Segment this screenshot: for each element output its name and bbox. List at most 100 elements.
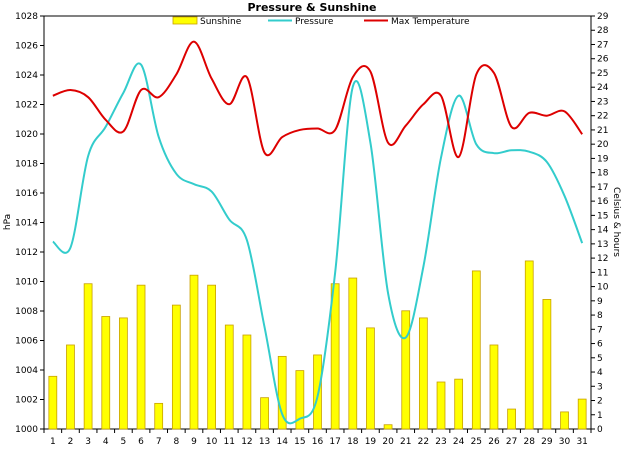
- right-tick-label: 16: [597, 197, 609, 207]
- sunshine-bar: [471, 270, 481, 430]
- sunshine-bar: [189, 274, 199, 430]
- sunshine-bar: [313, 354, 322, 430]
- sunshine-bar: [507, 408, 516, 430]
- sunshine-bar: [524, 260, 534, 430]
- right-tick-label: 20: [597, 140, 609, 150]
- x-tick-label: 27: [506, 437, 517, 447]
- sunshine-bar: [542, 299, 552, 430]
- right-tick-label: 17: [597, 183, 608, 193]
- left-tick-label: 1004: [15, 366, 38, 376]
- right-tick-label: 12: [597, 254, 608, 264]
- right-tick-label: 3: [597, 382, 603, 392]
- sunshine-bar: [136, 284, 146, 430]
- left-tick-label: 1024: [15, 71, 38, 81]
- x-tick-label: 21: [400, 437, 411, 447]
- left-tick-label: 1022: [15, 101, 38, 111]
- x-tick-label: 6: [138, 437, 144, 447]
- x-tick-label: 25: [471, 437, 482, 447]
- right-tick-label: 29: [597, 12, 609, 22]
- legend-label: Sunshine: [200, 17, 242, 27]
- right-tick-label: 10: [597, 283, 609, 293]
- right-tick-label: 5: [597, 354, 603, 364]
- legend-label: Pressure: [295, 17, 334, 27]
- x-tick-label: 16: [312, 437, 324, 447]
- sunshine-bar: [119, 317, 128, 430]
- sunshine-bar: [207, 284, 216, 430]
- right-tick-label: 7: [597, 325, 603, 335]
- left-tick-label: 1002: [15, 396, 38, 406]
- right-tick-label: 27: [597, 40, 608, 50]
- x-tick-label: 24: [453, 437, 465, 447]
- sunshine-bar: [295, 370, 305, 430]
- x-tick-label: 23: [435, 437, 446, 447]
- sunshine-bar: [154, 402, 164, 430]
- right-tick-label: 18: [597, 169, 609, 179]
- x-tick-label: 30: [559, 437, 571, 447]
- legend-label: Max Temperature: [391, 17, 470, 27]
- left-tick-label: 1028: [15, 12, 38, 22]
- left-tick-label: 1012: [15, 248, 38, 258]
- sunshine-bar: [83, 283, 93, 430]
- left-tick-label: 1008: [15, 307, 38, 317]
- left-tick-label: 1020: [15, 130, 38, 140]
- y-axis-label-right: Celsius & hours: [611, 187, 621, 257]
- right-tick-label: 0: [597, 425, 603, 435]
- x-tick-label: 4: [103, 437, 109, 447]
- sunshine-bar: [436, 381, 446, 430]
- sunshine-bar: [242, 334, 252, 430]
- sunshine-bar: [66, 344, 75, 430]
- y-axis-label-left: hPa: [3, 214, 13, 230]
- sunshine-bar: [383, 424, 393, 430]
- x-tick-label: 10: [206, 437, 218, 447]
- x-tick-label: 11: [224, 437, 235, 447]
- x-tick-label: 2: [68, 437, 74, 447]
- series-lines: [52, 40, 584, 425]
- x-tick-label: 13: [259, 437, 270, 447]
- right-tick-label: 24: [597, 83, 609, 93]
- right-tick-label: 6: [597, 340, 603, 350]
- sunshine-bar: [48, 375, 58, 430]
- sunshine-bar: [454, 378, 464, 430]
- left-tick-label: 1016: [15, 189, 38, 199]
- x-tick-label: 14: [276, 437, 288, 447]
- right-tick-label: 9: [597, 297, 603, 307]
- legend: Sunshine Pressure Max Temperature: [172, 16, 470, 27]
- right-tick-label: 2: [597, 397, 603, 407]
- sunshine-bar: [277, 355, 287, 430]
- pressure-line: [52, 62, 584, 425]
- sunshine-bar: [171, 304, 181, 430]
- right-tick-label: 25: [597, 69, 608, 79]
- right-tick-label: 4: [597, 368, 603, 378]
- left-tick-label: 1014: [15, 219, 38, 229]
- right-axis: 0123456789101112131415161718192021222324…: [591, 12, 609, 435]
- sunshine-bar: [419, 317, 428, 430]
- left-axis: 1000 1002 1004 1006 1008 1010 1012 1014 1016 1018…: [15, 12, 44, 435]
- x-tick-label: 12: [241, 437, 252, 447]
- sunshine-bar: [224, 324, 234, 430]
- left-tick-label: 1010: [15, 278, 38, 288]
- sunshine-bar: [101, 316, 111, 430]
- x-tick-label: 26: [488, 437, 500, 447]
- x-tick-label: 22: [418, 437, 429, 447]
- sunshine-bar: [366, 327, 375, 430]
- left-tick-label: 1000: [15, 425, 38, 435]
- max-temperature-line: [52, 40, 583, 159]
- x-tick-label: 31: [576, 437, 587, 447]
- x-tick-label: 8: [173, 437, 179, 447]
- sunshine-bar: [401, 310, 411, 430]
- right-tick-label: 22: [597, 112, 608, 122]
- right-tick-label: 8: [597, 311, 603, 321]
- sunshine-bar: [260, 397, 269, 430]
- x-tick-label: 15: [294, 437, 305, 447]
- right-tick-label: 28: [597, 26, 609, 36]
- right-tick-label: 26: [597, 55, 609, 65]
- x-tick-label: 1: [50, 437, 56, 447]
- sunshine-bar: [489, 344, 499, 430]
- left-tick-label: 1026: [15, 42, 38, 52]
- sunshine-bars: [48, 260, 587, 430]
- x-tick-label: 19: [365, 437, 377, 447]
- x-tick-label: 5: [121, 437, 127, 447]
- right-tick-label: 15: [597, 211, 608, 221]
